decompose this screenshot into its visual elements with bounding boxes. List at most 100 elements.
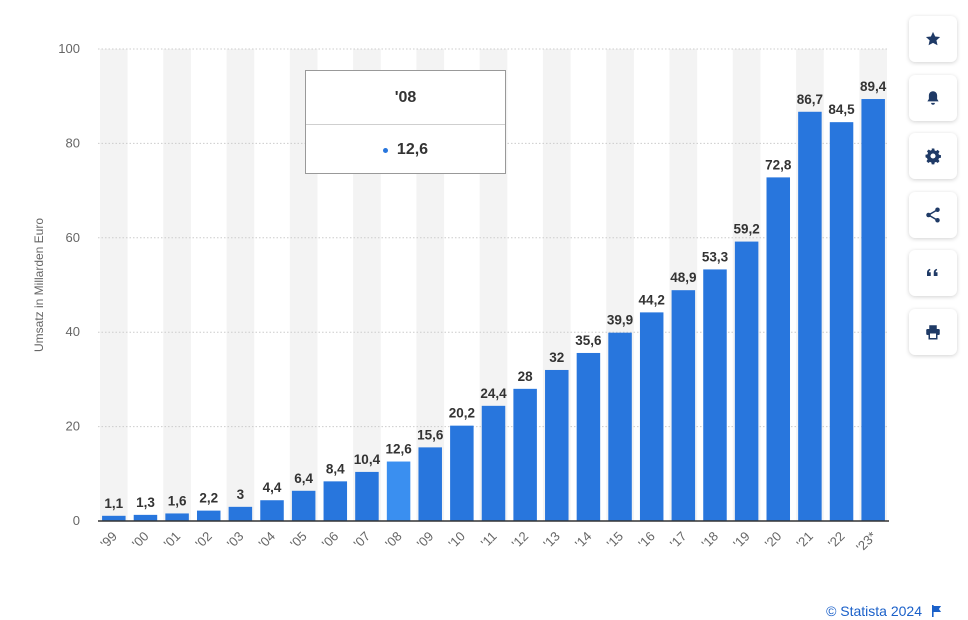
bar[interactable] bbox=[196, 510, 221, 521]
bar-value-label: 1,3 bbox=[136, 495, 155, 510]
bar[interactable] bbox=[102, 515, 126, 521]
gear-icon bbox=[925, 148, 941, 165]
bar[interactable] bbox=[671, 290, 696, 521]
bar[interactable] bbox=[133, 514, 158, 521]
x-tick-label: '11 bbox=[478, 529, 500, 551]
bar[interactable] bbox=[576, 352, 601, 521]
y-tick-label: 0 bbox=[73, 513, 80, 528]
x-tick-label: '16 bbox=[635, 529, 658, 552]
bar[interactable] bbox=[861, 99, 885, 522]
bar[interactable] bbox=[386, 461, 411, 521]
y-tick-label: 60 bbox=[66, 230, 80, 245]
credit-text[interactable]: © Statista 2024 bbox=[826, 603, 922, 619]
notification-button[interactable] bbox=[909, 74, 957, 121]
quote-icon bbox=[927, 268, 938, 276]
bar[interactable] bbox=[766, 177, 791, 521]
bar-value-label: 48,9 bbox=[670, 270, 696, 285]
x-tick-label: '18 bbox=[699, 529, 722, 552]
favorite-button[interactable] bbox=[909, 16, 957, 62]
bar-value-label: 89,4 bbox=[860, 79, 887, 94]
bar-value-label: 20,2 bbox=[449, 406, 475, 421]
bar[interactable] bbox=[418, 447, 442, 521]
x-tick-label: '20 bbox=[762, 529, 785, 552]
y-axis-label: Umsatz in Millarden Euro bbox=[32, 218, 46, 352]
bar[interactable] bbox=[323, 481, 348, 521]
bar[interactable] bbox=[355, 471, 379, 521]
x-tick-label: '02 bbox=[192, 529, 215, 552]
bar-value-label: 86,7 bbox=[797, 92, 823, 107]
bar-value-label: 6,4 bbox=[294, 471, 313, 486]
bar-value-label: 15,6 bbox=[417, 427, 444, 442]
bar-value-label: 2,2 bbox=[199, 491, 218, 506]
bar-value-label: 28 bbox=[518, 369, 534, 384]
x-tick-label: '05 bbox=[287, 529, 310, 552]
bar[interactable] bbox=[291, 490, 316, 521]
x-tick-label: '99 bbox=[97, 529, 120, 552]
bar-value-label: 72,8 bbox=[765, 157, 792, 172]
bar[interactable] bbox=[450, 425, 474, 521]
bar-value-label: 4,4 bbox=[263, 480, 282, 495]
bars bbox=[102, 99, 885, 522]
y-tick-label: 80 bbox=[66, 135, 80, 150]
x-tick-label: '09 bbox=[414, 529, 437, 552]
x-tick-label: '21 bbox=[793, 529, 816, 552]
bar-value-label: 1,6 bbox=[168, 493, 187, 508]
x-tick-label: '04 bbox=[256, 529, 279, 552]
x-tick-label: '06 bbox=[319, 529, 342, 552]
bar[interactable] bbox=[513, 388, 537, 521]
settings-button[interactable] bbox=[909, 133, 957, 179]
y-tick-label: 20 bbox=[66, 419, 80, 434]
x-tick-label: '19 bbox=[730, 529, 753, 552]
x-tick-label: '03 bbox=[224, 529, 247, 552]
x-tick-label: '07 bbox=[350, 529, 373, 552]
bar-value-label: 35,6 bbox=[575, 333, 602, 348]
bar[interactable] bbox=[481, 405, 506, 521]
x-tick-label: '12 bbox=[509, 529, 532, 552]
y-tick-label: 100 bbox=[58, 41, 80, 56]
bar[interactable] bbox=[608, 332, 632, 521]
cite-button[interactable] bbox=[909, 250, 957, 296]
bar[interactable] bbox=[639, 312, 664, 521]
bell-icon bbox=[927, 90, 939, 105]
bar-value-label: 8,4 bbox=[326, 461, 345, 476]
bar-value-label: 32 bbox=[549, 350, 564, 365]
bar-value-label: 1,1 bbox=[104, 496, 123, 511]
share-button[interactable] bbox=[909, 191, 957, 238]
x-tick-label: '15 bbox=[604, 529, 627, 552]
side-toolbar bbox=[909, 16, 957, 367]
share-icon bbox=[926, 207, 940, 222]
background-band bbox=[226, 49, 255, 521]
tooltip-body: 12,6 bbox=[306, 125, 505, 175]
x-axis-ticks: '99 '00 '01 '02 '03 '04 '05 '06 '07 '08 '09 '10 '11 '… bbox=[97, 529, 879, 555]
x-tick-label: '14 bbox=[572, 529, 595, 552]
tooltip-value: 12,6 bbox=[396, 141, 429, 158]
background-band bbox=[100, 49, 128, 521]
x-tick-label: '08 bbox=[382, 529, 405, 552]
x-tick-label: '17 bbox=[667, 529, 690, 552]
bar-value-label: 84,5 bbox=[828, 102, 855, 117]
x-tick-label: '00 bbox=[129, 529, 152, 552]
x-tick-label: '22 bbox=[825, 529, 848, 552]
statista-credit[interactable]: © Statista 2024 bbox=[826, 603, 942, 619]
bar-value-label: 39,9 bbox=[607, 313, 633, 328]
bar-value-label: 24,4 bbox=[480, 386, 507, 401]
x-tick-label: '10 bbox=[445, 529, 468, 552]
flag-icon[interactable] bbox=[931, 605, 942, 617]
bar[interactable] bbox=[228, 506, 253, 521]
bar[interactable] bbox=[703, 269, 727, 521]
bar[interactable] bbox=[829, 122, 854, 521]
bar[interactable] bbox=[260, 500, 284, 521]
bar-value-label: 12,6 bbox=[385, 442, 412, 457]
bar[interactable] bbox=[798, 111, 822, 521]
x-tick-label: '23* bbox=[853, 529, 879, 555]
bar[interactable] bbox=[165, 513, 189, 521]
bar-value-label: 3 bbox=[237, 487, 245, 502]
printer-icon bbox=[926, 324, 940, 339]
x-tick-label: '13 bbox=[540, 529, 563, 552]
bar[interactable] bbox=[734, 241, 759, 522]
bar-value-label: 53,3 bbox=[702, 249, 729, 264]
bar-value-labels: 1,1 1,3 1,6 2,2 3 4,4 6,4 8,4 10,4 12,6 15,6 20,2 24… bbox=[104, 79, 886, 511]
bar[interactable] bbox=[545, 369, 569, 521]
y-axis-ticks: 0 20 40 60 80 100 bbox=[58, 41, 80, 528]
print-button[interactable] bbox=[909, 308, 957, 355]
